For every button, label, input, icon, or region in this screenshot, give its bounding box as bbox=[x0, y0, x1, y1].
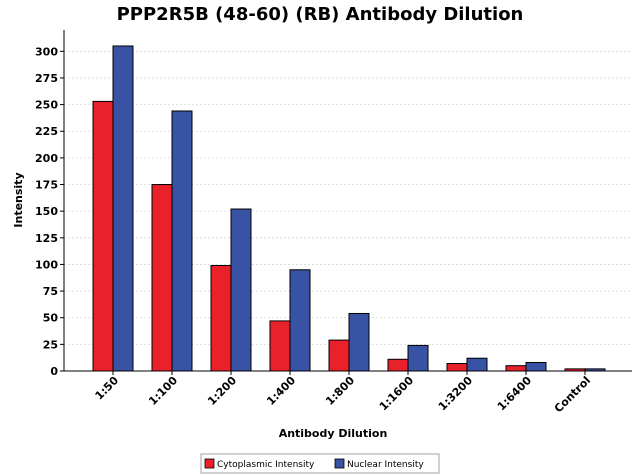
bar-cytoplasmic-3 bbox=[269, 320, 291, 372]
bar-cytoplasmic-2 bbox=[210, 265, 232, 372]
legend: Cytoplasmic Intensity Nuclear Intensity bbox=[200, 453, 440, 474]
y-tick-label: 50 bbox=[43, 312, 59, 325]
y-tick-label: 275 bbox=[35, 72, 58, 85]
bar-nuclear-5 bbox=[407, 344, 429, 372]
legend-label-nuclear: Nuclear Intensity bbox=[347, 460, 424, 470]
x-tick-label: 1:50 bbox=[93, 374, 122, 403]
bar-nuclear-0 bbox=[112, 45, 134, 372]
y-tick-label: 125 bbox=[35, 232, 58, 245]
x-tick-label: Control bbox=[552, 374, 593, 415]
bar-cytoplasmic-5 bbox=[387, 358, 409, 372]
legend-swatch-nuclear bbox=[334, 458, 345, 469]
bar-cytoplasmic-1 bbox=[151, 184, 173, 372]
x-tick-label: 1:100 bbox=[146, 374, 180, 408]
x-axis-label: Antibody Dilution bbox=[279, 427, 388, 440]
legend-label-cytoplasmic: Cytoplasmic Intensity bbox=[217, 460, 315, 470]
y-ticks: 0 25 50 75 100 125 150 175 200 225 250 275 300 bbox=[35, 45, 64, 378]
bar-nuclear-1 bbox=[171, 110, 193, 372]
bar-cytoplasmic-4 bbox=[328, 339, 350, 372]
bar-cytoplasmic-0 bbox=[92, 100, 114, 372]
gridlines bbox=[64, 50, 632, 345]
y-axis-label: Intensity bbox=[12, 172, 25, 227]
chart-title: PPP2R5B (48-60) (RB) Antibody Dilution bbox=[117, 4, 524, 25]
x-tick-label: 1:800 bbox=[323, 374, 357, 408]
axes bbox=[63, 30, 632, 372]
bar-cytoplasmic-6 bbox=[446, 363, 468, 372]
legend-swatch-cytoplasmic bbox=[204, 458, 215, 469]
y-tick-label: 0 bbox=[50, 365, 58, 378]
bar-nuclear-2 bbox=[230, 208, 252, 372]
y-tick-label: 175 bbox=[35, 179, 58, 192]
x-tick-label: 1:200 bbox=[205, 374, 239, 408]
y-tick-label: 100 bbox=[35, 258, 58, 271]
bar-cytoplasmic-7 bbox=[505, 365, 527, 372]
y-tick-label: 250 bbox=[35, 99, 58, 112]
x-tick-label: 1:3200 bbox=[436, 374, 476, 414]
bar-nuclear-7 bbox=[525, 361, 547, 372]
y-tick-label: 300 bbox=[35, 45, 58, 58]
y-tick-label: 200 bbox=[35, 152, 58, 165]
x-tick-label: 1:6400 bbox=[495, 374, 535, 414]
x-ticks: 1:50 1:100 1:200 1:400 1:800 1:1600 1:3200 1:64… bbox=[93, 371, 593, 415]
bar-nuclear-6 bbox=[466, 357, 488, 372]
x-tick-label: 1:1600 bbox=[377, 374, 417, 414]
y-tick-label: 25 bbox=[43, 338, 58, 351]
plot-area bbox=[64, 30, 632, 371]
bar-nuclear-3 bbox=[289, 269, 311, 372]
y-tick-label: 150 bbox=[35, 205, 58, 218]
x-tick-label: 1:400 bbox=[264, 374, 298, 408]
y-tick-label: 75 bbox=[43, 285, 58, 298]
legend-box bbox=[200, 453, 440, 474]
y-tick-label: 225 bbox=[35, 125, 58, 138]
bar-nuclear-4 bbox=[348, 312, 370, 372]
